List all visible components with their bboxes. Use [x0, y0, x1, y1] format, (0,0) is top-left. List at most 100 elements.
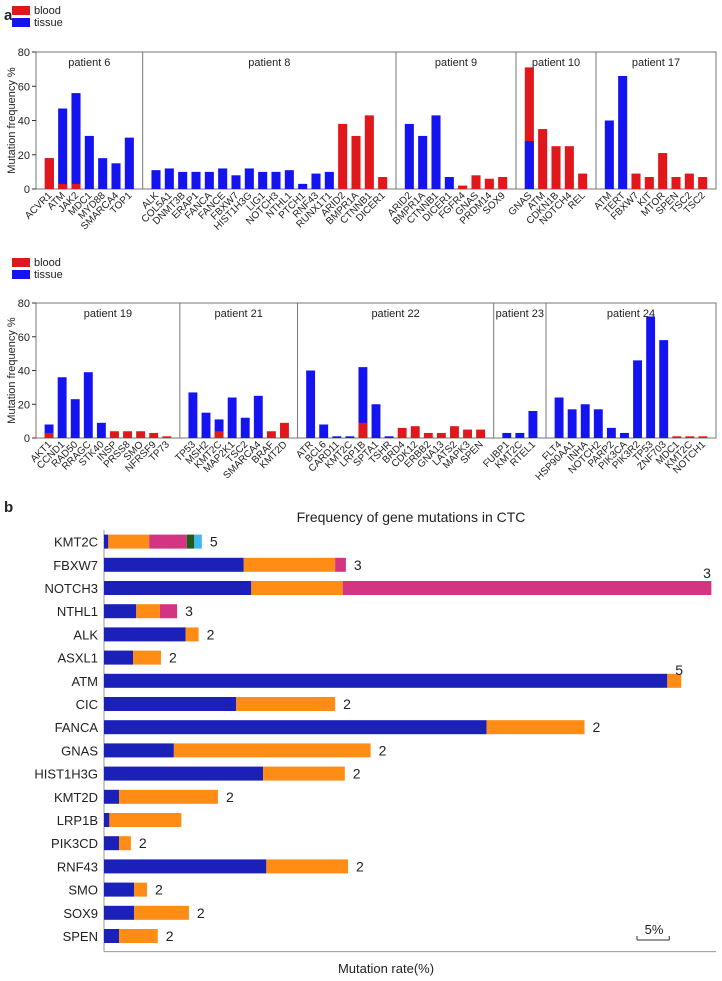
a2-bar-0-6-blood	[123, 431, 132, 438]
a1-legend-blood: blood	[34, 5, 61, 17]
a2-group-title-0: patient 19	[84, 308, 132, 320]
a2-legend-swatch-tissue	[12, 270, 30, 279]
b-count-label-0: 5	[210, 534, 218, 550]
a2-bar-0-0-tissue	[44, 424, 54, 438]
b-bar-0-seg-0	[104, 534, 109, 549]
b-count-label-4: 2	[207, 626, 215, 642]
b-gene-label-4: ALK	[73, 627, 98, 642]
a2-bar-2-11-blood	[450, 426, 459, 438]
b-count-label-11: 2	[226, 789, 234, 805]
b-gene-label-2: NOTCH3	[45, 581, 98, 596]
b-bar-0-seg-4	[194, 534, 202, 549]
a2-ytick-label-40: 40	[18, 366, 30, 378]
a1-bar-1-14-blood	[338, 123, 348, 189]
a1-group-title-2: patient 9	[435, 57, 477, 69]
a1-ytick-label-60: 60	[18, 81, 30, 93]
a1-bar-3-1-blood	[538, 129, 548, 189]
a2-bar-1-2-blood	[214, 431, 224, 438]
chart-b-scalebar-label: 5%	[645, 922, 664, 937]
a2-bar-4-1-tissue	[567, 409, 577, 438]
a1-ytick-label-0: 0	[24, 184, 30, 196]
b-gene-label-1: FBXW7	[53, 558, 98, 573]
b-gene-label-6: ATM	[72, 674, 98, 689]
a2-bar-2-2-tissue	[332, 436, 342, 438]
b-gene-label-5: ASXL1	[58, 651, 98, 666]
a1-bar-1-12-tissue	[311, 173, 321, 189]
a1-bar-1-16-blood	[364, 115, 374, 189]
b-gene-label-13: PIK3CD	[51, 836, 98, 851]
a1-bar-3-3-blood	[564, 146, 574, 189]
a2-bar-3-2-tissue	[528, 411, 538, 438]
b-bar-15-seg-0	[104, 882, 135, 897]
a1-bar-1-15-blood	[351, 135, 361, 189]
b-count-label-16: 2	[197, 905, 205, 921]
a1-bar-1-8-tissue	[258, 171, 268, 189]
b-bar-3-seg-0	[104, 604, 137, 619]
a1-bar-4-7-blood	[698, 177, 708, 189]
b-count-label-13: 2	[139, 835, 147, 851]
b-bar-17-seg-1	[119, 929, 158, 943]
b-gene-label-8: FANCA	[55, 720, 99, 735]
a2-bar-4-2-tissue	[580, 404, 590, 438]
b-gene-label-16: SOX9	[63, 906, 98, 921]
a1-bar-1-17-blood	[378, 177, 388, 189]
b-count-label-17: 2	[166, 928, 174, 944]
a1-bar-0-2-blood	[71, 183, 81, 189]
b-gene-label-9: GNAS	[61, 743, 98, 758]
a2-bar-1-3-tissue	[227, 397, 237, 438]
b-bar-2-seg-2	[342, 581, 712, 595]
b-count-label-1: 3	[354, 557, 362, 573]
a2-bar-2-0-tissue	[306, 370, 316, 438]
a2-bar-0-9-blood	[162, 436, 172, 438]
b-bar-17-seg-0	[104, 929, 120, 943]
b-bar-12-seg-1	[109, 813, 182, 827]
a2-ytick-label-60: 60	[18, 332, 30, 344]
b-count-label-8: 2	[593, 719, 601, 735]
a2-legend-tissue: tissue	[34, 269, 63, 281]
a1-bar-0-2-tissue	[71, 93, 81, 189]
a2-legend-swatch-blood	[12, 258, 30, 267]
a2-legend-blood: blood	[34, 257, 61, 269]
a1-bar-1-13-tissue	[324, 171, 334, 189]
a2-bar-1-1-tissue	[201, 412, 211, 438]
a1-bar-0-1-blood	[58, 183, 68, 189]
b-bar-16-seg-0	[104, 905, 135, 920]
b-bar-11-seg-1	[119, 789, 218, 804]
b-bar-13-seg-0	[104, 836, 120, 851]
a2-bar-4-11-blood	[698, 436, 708, 438]
a1-bar-3-0-tissue	[524, 141, 534, 189]
a2-bar-2-6-tissue	[384, 436, 394, 438]
b-bar-10-seg-1	[263, 766, 345, 781]
b-bar-2-seg-1	[251, 581, 343, 595]
a2-bar-2-3-tissue	[345, 436, 355, 438]
b-bar-8-seg-0	[104, 720, 487, 735]
b-gene-label-7: CIC	[76, 697, 98, 712]
a2-bar-2-10-blood	[436, 432, 446, 438]
a1-bar-4-0-tissue	[604, 120, 614, 189]
a1-bar-0-4-tissue	[98, 158, 108, 189]
a1-ylabel: Mutation frequency %	[6, 67, 18, 174]
a2-bar-4-9-blood	[672, 436, 682, 438]
b-bar-13-seg-1	[119, 836, 131, 851]
a2-bar-4-0-tissue	[554, 397, 564, 438]
a2-bar-4-5-tissue	[620, 432, 629, 438]
a1-bar-2-6-blood	[484, 178, 494, 189]
a2-bar-3-0-tissue	[502, 432, 512, 438]
a2-bar-2-7-blood	[397, 427, 407, 438]
b-bar-6-seg-0	[104, 673, 668, 688]
b-bar-4-seg-0	[104, 627, 186, 642]
b-bar-11-seg-0	[104, 789, 120, 804]
b-bar-6-seg-1	[667, 673, 682, 688]
a1-bar-2-2-tissue	[431, 115, 441, 189]
a1-bar-1-1-tissue	[164, 168, 174, 189]
b-bar-0-seg-1	[108, 534, 150, 549]
b-count-label-14: 2	[356, 858, 364, 874]
a2-bar-1-0-tissue	[188, 392, 198, 438]
b-gene-label-0: KMT2C	[54, 535, 98, 550]
b-bar-0-seg-2	[149, 534, 187, 549]
a1-bar-1-0-tissue	[151, 170, 161, 189]
b-count-label-7: 2	[343, 696, 351, 712]
b-bar-15-seg-1	[134, 882, 147, 897]
b-count-label-9: 2	[379, 742, 387, 758]
b-bar-5-seg-1	[133, 650, 161, 665]
